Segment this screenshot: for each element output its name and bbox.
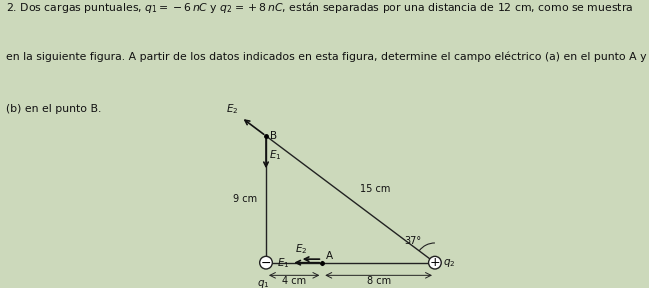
Text: $+$: $+$ (429, 256, 441, 269)
Text: $q_1$: $q_1$ (257, 278, 269, 288)
Text: $q_2$: $q_2$ (443, 257, 456, 269)
Text: $E_2$: $E_2$ (295, 242, 308, 256)
Text: $E_1$: $E_1$ (269, 148, 282, 162)
Text: 15 cm: 15 cm (360, 184, 391, 194)
Text: 2. Dos cargas puntuales, $q_1 = -6\,nC$ y $q_2 = +8\,nC$, están separadas por un: 2. Dos cargas puntuales, $q_1 = -6\,nC$ … (6, 0, 633, 15)
Text: 8 cm: 8 cm (367, 276, 391, 286)
Text: $-$: $-$ (260, 256, 271, 269)
Text: 37°: 37° (404, 236, 421, 246)
Text: (b) en el punto B.: (b) en el punto B. (6, 104, 102, 114)
Text: $E_1$: $E_1$ (277, 257, 290, 270)
Text: A: A (326, 251, 333, 261)
Text: 4 cm: 4 cm (282, 276, 306, 286)
Circle shape (260, 256, 273, 269)
Text: 9 cm: 9 cm (234, 194, 258, 204)
Circle shape (428, 256, 441, 269)
Text: $E_2$: $E_2$ (226, 102, 238, 116)
Text: en la siguiente figura. A partir de los datos indicados en esta figura, determin: en la siguiente figura. A partir de los … (6, 52, 647, 62)
Text: B: B (269, 131, 276, 141)
